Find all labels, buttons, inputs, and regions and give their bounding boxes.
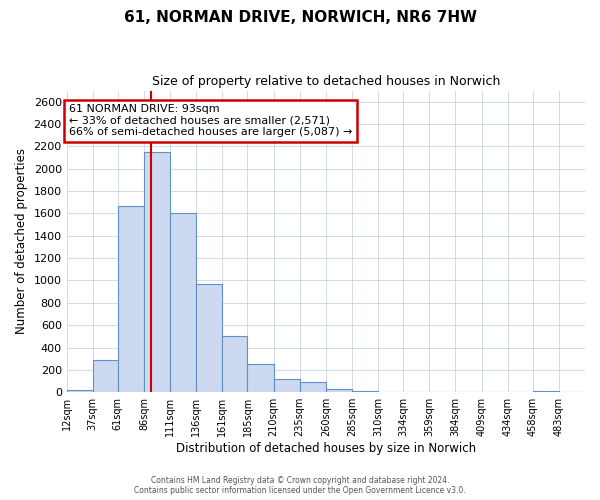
Text: 61, NORMAN DRIVE, NORWICH, NR6 7HW: 61, NORMAN DRIVE, NORWICH, NR6 7HW [124,10,476,25]
Bar [196,284,223,392]
Title: Size of property relative to detached houses in Norwich: Size of property relative to detached ho… [152,75,500,88]
Text: 61 NORMAN DRIVE: 93sqm
← 33% of detached houses are smaller (2,571)
66% of semi-: 61 NORMAN DRIVE: 93sqm ← 33% of detached… [69,104,352,137]
Bar [352,391,378,392]
Y-axis label: Number of detached properties: Number of detached properties [15,148,28,334]
Bar [67,390,93,392]
Bar [326,389,352,392]
Bar [144,152,170,392]
Bar [170,214,196,392]
Bar [247,364,274,392]
X-axis label: Distribution of detached houses by size in Norwich: Distribution of detached houses by size … [176,442,476,455]
Bar [93,360,118,392]
Bar [223,336,247,392]
Bar [533,391,559,392]
Bar [300,382,326,392]
Text: Contains HM Land Registry data © Crown copyright and database right 2024.
Contai: Contains HM Land Registry data © Crown c… [134,476,466,495]
Bar [274,379,300,392]
Bar [118,206,144,392]
